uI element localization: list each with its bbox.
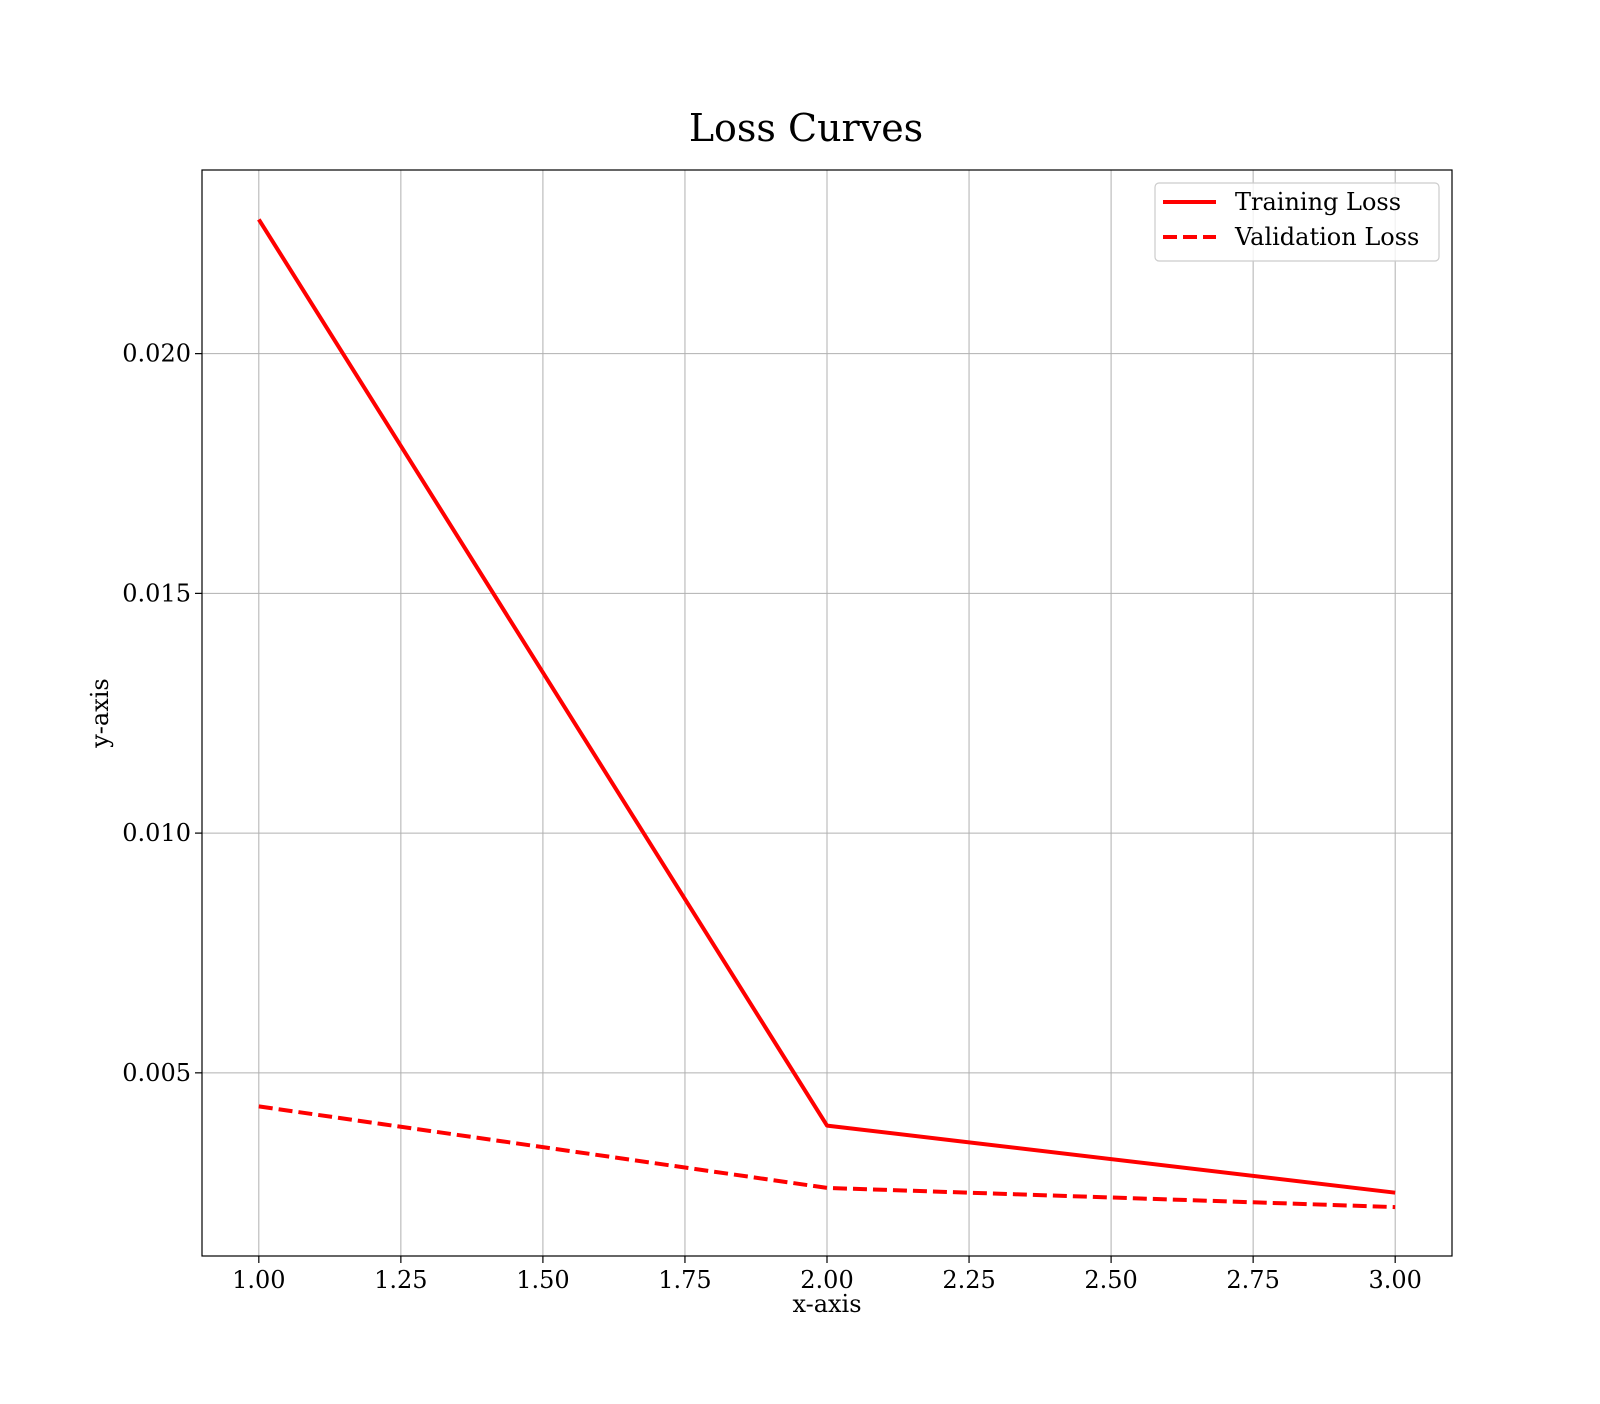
- x-tick-label: 1.25: [374, 1266, 427, 1294]
- y-tick-label: 0.005: [122, 1059, 191, 1087]
- y-tick-label: 0.010: [122, 819, 191, 847]
- legend-box: [1154, 182, 1440, 262]
- series-lines: [257, 218, 1396, 1210]
- legend: Training Loss Validation Loss: [1154, 182, 1440, 262]
- series-line-validation-loss: [258, 1104, 1396, 1210]
- x-tick-label: 3.00: [1368, 1266, 1421, 1294]
- y-axis-label: y-axis: [86, 678, 114, 749]
- legend-label-training-loss: Training Loss: [1235, 188, 1401, 216]
- y-tick-label: 0.020: [122, 340, 191, 368]
- x-tick-label: 2.25: [942, 1266, 995, 1294]
- axis-ticks: 1.00 1.25 1.50 1.75 2.00 2.25 2.50 2.75 3.00 0.00…: [122, 340, 1422, 1294]
- grid-lines: [202, 170, 1452, 1256]
- x-tick-label: 2.75: [1226, 1266, 1279, 1294]
- x-axis-label: x-axis: [792, 1290, 861, 1318]
- x-tick-label: 2.00: [800, 1266, 853, 1294]
- x-tick-label: 1.50: [516, 1266, 569, 1294]
- x-tick-label: 1.00: [232, 1266, 285, 1294]
- series-line-training-loss: [257, 218, 1396, 1195]
- x-tick-label: 2.50: [1084, 1266, 1137, 1294]
- plot-area-frame: [201, 169, 1453, 1257]
- y-tick-label: 0.015: [122, 579, 191, 607]
- legend-label-validation-loss: Validation Loss: [1234, 223, 1419, 251]
- x-tick-label: 1.75: [658, 1266, 711, 1294]
- chart-title: Loss Curves: [689, 106, 923, 150]
